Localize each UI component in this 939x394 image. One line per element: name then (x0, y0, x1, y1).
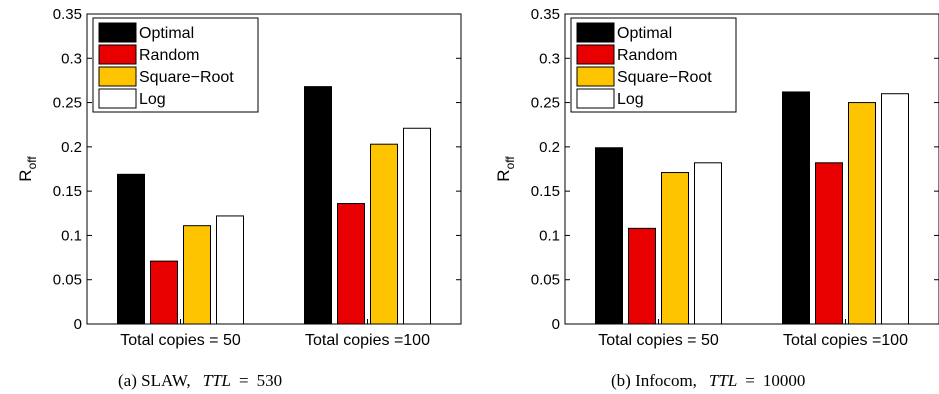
bar-optimal-2 (782, 91, 810, 325)
figure-caption: (b) Infocom, TTL = 10000 (611, 371, 805, 390)
y-tick-label: 0.3 (61, 50, 82, 67)
legend-swatch (576, 44, 615, 65)
legend: Optimal Random Square−Root Log (570, 17, 737, 113)
bar-log-2 (403, 127, 431, 325)
legend-swatch (98, 66, 137, 87)
bar-random-1 (628, 227, 656, 325)
legend-swatch (576, 66, 615, 87)
legend-entry: Random (617, 47, 677, 64)
bar-random-1 (150, 260, 178, 325)
y-tick-label: 0.3 (539, 50, 560, 67)
legend-entry: Optimal (617, 25, 672, 42)
y-tick-label: 0.1 (539, 227, 560, 244)
y-axis-label: Roff (16, 156, 39, 182)
y-tick-label: 0.15 (53, 183, 82, 200)
caption-equals: = (239, 371, 249, 390)
bar-log-1 (694, 162, 722, 325)
bar-random-2 (815, 162, 843, 325)
legend-swatch (576, 88, 615, 109)
bar-square-root-2 (848, 102, 876, 325)
caption-ttl-label: TTL (203, 371, 231, 390)
y-tick-label: 0.05 (531, 272, 560, 289)
y-tick-label: 0.35 (53, 6, 82, 23)
legend-swatch (576, 22, 615, 43)
y-axis-label-subscript: off (503, 156, 517, 170)
x-tick-label: Total copies = 50 (120, 332, 241, 349)
bar-log-1 (216, 215, 244, 325)
caption-ttl-value: 10000 (763, 371, 806, 390)
y-tick-label: 0.2 (539, 139, 560, 156)
y-tick-label: 0.05 (53, 272, 82, 289)
bar-square-root-2 (370, 143, 398, 325)
legend-entry: Optimal (139, 25, 194, 42)
y-tick-label: 0.35 (531, 6, 560, 23)
legend-entry: Square−Root (139, 69, 234, 86)
legend-entry: Square−Root (617, 69, 712, 86)
legend-entry: Random (139, 47, 199, 64)
bar-square-root-1 (183, 225, 211, 325)
y-tick-label: 0.25 (53, 95, 82, 112)
y-axis-label-subscript: off (25, 156, 39, 170)
y-tick-label: 0 (552, 316, 560, 333)
legend-entry: Log (617, 91, 644, 108)
bar-optimal-2 (304, 86, 332, 325)
y-tick-label: 0.1 (61, 227, 82, 244)
y-tick-label: 0 (74, 316, 82, 333)
legend-entry: Log (139, 91, 166, 108)
x-tick-label: Total copies = 50 (598, 332, 719, 349)
chart-panel-b: 0 0.05 0.1 0.15 0.2 0.25 0.3 0.35 Roff Total copi… (494, 6, 939, 390)
x-tick-label: Total copies =100 (783, 332, 908, 349)
legend-swatch (98, 22, 137, 43)
bar-square-root-1 (661, 172, 689, 325)
y-axis-label: Roff (494, 156, 517, 182)
chart-panel-a: 0 0.05 0.1 0.15 0.2 0.25 0.3 0.35 Roff Total copi… (16, 6, 462, 390)
legend-swatch (98, 88, 137, 109)
y-tick-label: 0.15 (531, 183, 560, 200)
legend: Optimal Random Square−Root Log (92, 17, 259, 113)
y-tick-label: 0.25 (531, 95, 560, 112)
bar-optimal-1 (117, 173, 145, 325)
bar-optimal-1 (595, 147, 623, 325)
bar-random-2 (337, 203, 365, 325)
y-axis-label-main: R (16, 169, 35, 181)
legend-swatch (98, 44, 137, 65)
bar-log-2 (881, 93, 909, 325)
caption-prefix: (b) Infocom, (611, 371, 697, 390)
caption-equals: = (745, 371, 755, 390)
caption-ttl-label: TTL (709, 371, 737, 390)
x-tick-label: Total copies =100 (305, 332, 430, 349)
figure-caption: (a) SLAW, TTL = 530 (118, 371, 282, 390)
y-axis-label-main: R (494, 169, 513, 181)
y-tick-label: 0.2 (61, 139, 82, 156)
caption-prefix: (a) SLAW, (118, 371, 191, 390)
caption-ttl-value: 530 (257, 371, 283, 390)
